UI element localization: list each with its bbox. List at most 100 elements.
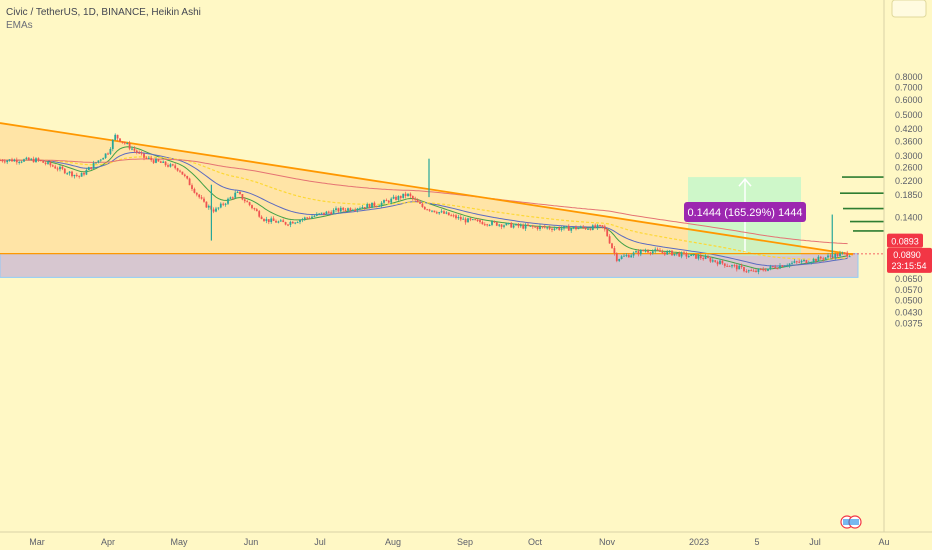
candle-body — [594, 225, 597, 228]
candle-body — [719, 260, 721, 265]
candle-body — [231, 197, 234, 199]
candle-body — [543, 226, 546, 228]
candle-body — [791, 262, 793, 264]
candle-body — [195, 192, 198, 195]
candle-body — [659, 250, 661, 252]
candle-body — [697, 255, 700, 259]
candle-body — [126, 143, 129, 145]
candle-body — [815, 258, 817, 262]
candle-body — [567, 226, 570, 231]
candle-body — [615, 253, 618, 261]
candle-body — [527, 224, 529, 226]
candle-body — [188, 178, 191, 186]
candle-body — [342, 207, 345, 210]
candle-body — [483, 224, 486, 226]
candle-body — [481, 222, 484, 225]
candle-body — [131, 148, 133, 150]
candle-body — [140, 152, 143, 154]
indicator-legend[interactable]: EMAs — [6, 20, 33, 31]
y-tick-label: 0.3000 — [895, 151, 923, 161]
candle-body — [30, 158, 33, 160]
candle-body — [735, 265, 738, 270]
candle-body — [416, 199, 419, 203]
candle-body — [25, 157, 28, 160]
candle-body — [539, 226, 541, 230]
candle-body — [498, 224, 501, 226]
x-tick-label: 5 — [754, 537, 759, 547]
candle-body — [59, 166, 61, 170]
candle-body — [755, 270, 757, 272]
candle-body — [167, 165, 169, 167]
candle-body — [531, 225, 534, 227]
candle-body — [836, 253, 839, 257]
candle-body — [186, 175, 189, 179]
candle-body — [56, 168, 59, 170]
candle-body — [423, 206, 426, 210]
candle-body — [294, 222, 297, 224]
candle-body — [176, 168, 179, 171]
candle-body — [246, 201, 249, 203]
candle-body — [119, 138, 121, 142]
candle-body — [375, 206, 378, 208]
candle-body — [363, 207, 366, 209]
y-tick-label: 0.2600 — [895, 162, 923, 172]
x-tick-label: Jul — [809, 537, 821, 547]
candle-body — [702, 258, 705, 260]
candle-body — [27, 157, 30, 160]
candle-body — [128, 143, 131, 149]
candle-body — [272, 218, 275, 221]
y-tick-label: 0.0500 — [895, 295, 923, 305]
candle-body — [380, 202, 383, 206]
candle-body — [459, 217, 462, 220]
candle-body — [671, 250, 673, 256]
candle-body — [303, 217, 306, 220]
y-tick-label: 0.2200 — [895, 176, 923, 186]
y-tick-label: 0.1850 — [895, 190, 923, 200]
ema-long-line — [0, 158, 848, 245]
candle-body — [8, 159, 11, 161]
candle-body — [690, 254, 693, 257]
candle-body — [711, 260, 714, 262]
candle-body — [361, 207, 364, 209]
candle-body — [709, 257, 712, 262]
candle-body — [284, 222, 287, 225]
candle-body — [219, 203, 222, 208]
candle-body — [49, 162, 52, 166]
candle-body — [123, 142, 126, 144]
candle-body — [6, 160, 9, 163]
candle-body — [0, 160, 1, 162]
candle-body — [399, 196, 402, 198]
candle-body — [723, 263, 726, 266]
y-tick-label: 0.8000 — [895, 72, 923, 82]
candle-body — [179, 170, 181, 172]
candle-body — [3, 161, 6, 163]
chart-symbol-title: Civic / TetherUS, 1D, BINANCE, Heikin As… — [6, 7, 201, 18]
candle-body — [270, 218, 273, 223]
candle-body — [159, 161, 162, 163]
candle-body — [584, 227, 587, 230]
candle-body — [546, 227, 549, 229]
candle-body — [656, 249, 659, 251]
candle-body — [47, 162, 49, 164]
candle-body — [515, 223, 517, 226]
candle-body — [642, 250, 645, 252]
event-flag-icon — [840, 515, 862, 529]
candle-body — [822, 258, 825, 260]
candle-body — [85, 169, 88, 175]
candle-body — [582, 226, 585, 228]
candle-body — [443, 211, 445, 214]
support-price-label: 0.0893 — [891, 237, 919, 247]
candle-body — [714, 260, 717, 262]
candle-body — [330, 212, 333, 214]
projection-arrowhead — [738, 177, 752, 187]
event-flag-band — [843, 519, 859, 525]
candle-body — [635, 251, 637, 253]
candle-body — [227, 198, 229, 204]
candle-body — [104, 153, 107, 158]
candle-body — [287, 224, 289, 226]
candle-body — [234, 192, 237, 198]
candle-body — [20, 161, 23, 163]
x-tick-label: Sep — [457, 537, 473, 547]
candle-body — [764, 270, 767, 272]
